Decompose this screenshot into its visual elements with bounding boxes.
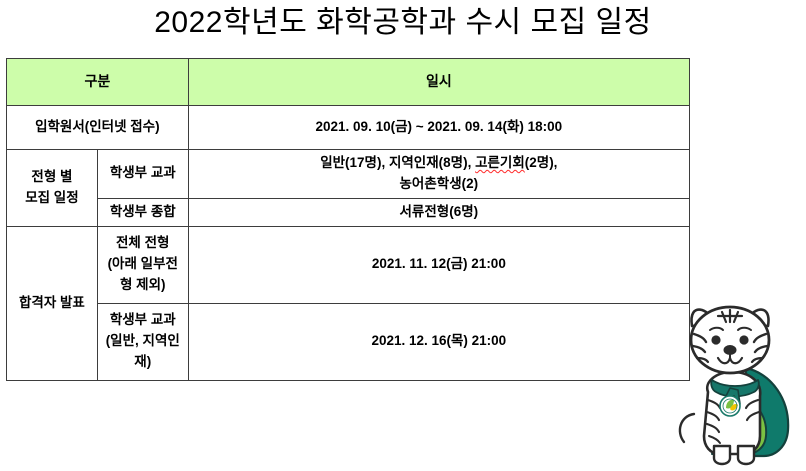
table-row-application: 입학원서(인터넷 접수) 2021. 09. 10(금) ~ 2021. 09.… bbox=[6, 105, 691, 150]
column-header-datetime: 일시 bbox=[187, 58, 691, 106]
quota-line-2: 농어촌학생(2) bbox=[399, 175, 479, 191]
group-label-line-1: 전형 별 bbox=[31, 168, 73, 184]
column-header-category: 구분 bbox=[6, 58, 189, 106]
all-types-label-line-1: 전체 전형 bbox=[116, 235, 170, 251]
sub-row-value-all-types-date: 2021. 11. 12(금) 21:00 bbox=[187, 225, 691, 304]
page-title: 2022학년도 화학공학과 수시 모집 일정 bbox=[154, 6, 652, 39]
sub-row-label-subject-general-regional: 학생부 교과 (일반, 지역인재) bbox=[96, 302, 189, 381]
sub-row-value-comprehensive: 서류전형(6명) bbox=[187, 197, 691, 227]
all-types-label-line-2: (아래 일부전형 제외) bbox=[107, 256, 178, 293]
quota-before-flag: 일반(17명), 지역인재(8명), bbox=[320, 155, 476, 170]
quota-after-flag: (2명), bbox=[524, 155, 558, 170]
sub-row-value-subject-based: 일반(17명), 지역인재(8명), 고른기회(2명), 농어촌학생(2) bbox=[187, 149, 691, 199]
table-row-all-types: 합격자 발표 전체 전형 (아래 일부전형 제외) 2021. 11. 12(금… bbox=[6, 225, 691, 381]
group-label-line-2: 모집 일정 bbox=[25, 189, 79, 205]
group-label-results-announcement: 합격자 발표 bbox=[6, 225, 98, 381]
quota-line-1: 일반(17명), 지역인재(8명), 고른기회(2명), bbox=[193, 153, 685, 174]
subject-general-label-line-1: 학생부 교과 bbox=[109, 312, 176, 328]
row-value-application-period: 2021. 09. 10(금) ~ 2021. 09. 14(화) 18:00 bbox=[187, 105, 691, 150]
table-row-comprehensive: 학생부 종합 서류전형(6명) bbox=[7, 197, 691, 227]
group-label-admission-schedule: 전형 별 모집 일정 bbox=[6, 149, 98, 227]
sub-row-label-comprehensive: 학생부 종합 bbox=[96, 197, 189, 227]
white-tiger-mascot bbox=[668, 296, 806, 466]
emblem-badge bbox=[719, 395, 741, 417]
table-row-subject-general-regional: 학생부 교과 (일반, 지역인재) 2021. 12. 16(목) 21:00 bbox=[7, 302, 691, 381]
sub-row-label-subject-based: 학생부 교과 bbox=[96, 149, 189, 199]
subject-general-label-line-2: (일반, 지역인재) bbox=[105, 333, 180, 370]
row-label-application: 입학원서(인터넷 접수) bbox=[6, 105, 189, 150]
table-header-row: 구분 일시 bbox=[6, 58, 691, 106]
table-row-subject-based: 전형 별 모집 일정 학생부 교과 일반(17명), 지역인재(8명), 고른기… bbox=[6, 149, 691, 227]
admissions-schedule-table: 구분 일시 입학원서(인터넷 접수) 2021. 09. 10(금) ~ 202… bbox=[6, 58, 691, 381]
sub-row-value-subject-general-regional-date: 2021. 12. 16(목) 21:00 bbox=[187, 302, 691, 381]
spell-flagged-term: 고른기회 bbox=[475, 155, 525, 170]
sub-row-label-all-types: 전체 전형 (아래 일부전형 제외) bbox=[96, 225, 189, 304]
